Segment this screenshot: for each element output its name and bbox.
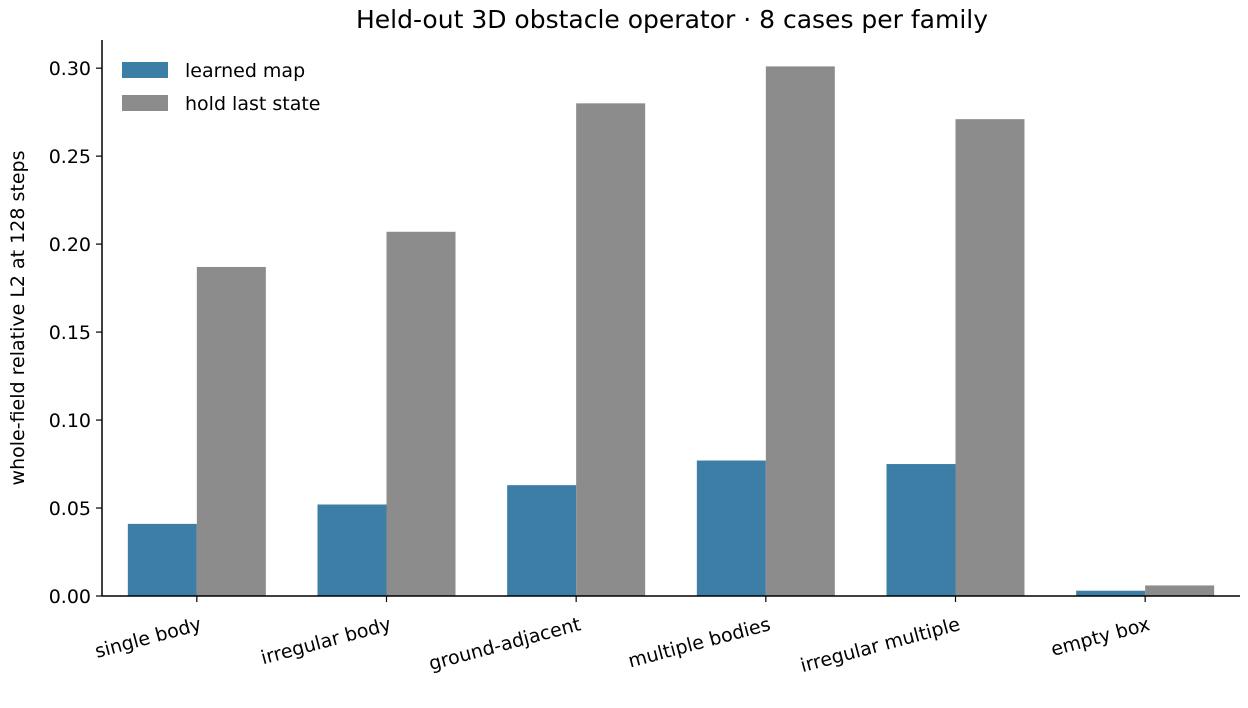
y-tick-label: 0.00 [49,586,91,608]
bar-hold-last-state-2 [386,231,456,597]
y-tick-label: 0.05 [49,498,91,520]
x-tick-label: empty box [1049,613,1153,660]
chart-title: Held-out 3D obstacle operator · 8 cases … [356,5,988,34]
x-tick-label: single body [93,613,204,663]
y-tick-label: 0.25 [49,146,91,168]
legend-label-hold-last-state: hold last state [185,93,321,115]
y-axis-label: whole-field relative L2 at 128 steps [7,151,29,486]
bar-hold-last-state-3 [576,103,646,597]
bar-hold-last-state-5 [955,119,1025,596]
bar-hold-last-state-1 [196,266,266,596]
bar-hold-last-state-6 [1145,585,1215,596]
bar-learned-map-5 [886,464,956,596]
x-tick-label: ground-adjacent [426,613,583,675]
y-tick-label: 0.10 [49,410,91,432]
legend-swatch-hold-last-state [122,95,168,111]
bar-hold-last-state-4 [765,66,835,597]
x-tick-label: multiple bodies [626,613,773,672]
y-tick-label: 0.15 [49,322,91,344]
y-tick-label: 0.30 [49,58,91,80]
x-tick-label: irregular body [259,613,394,669]
bar-learned-map-6 [1076,590,1146,596]
y-tick-label: 0.20 [49,234,91,256]
bar-learned-map-1 [127,523,197,596]
bar-learned-map-3 [507,485,577,596]
bar-learned-map-4 [696,460,766,596]
x-tick-label: irregular multiple [798,613,962,677]
plot-area: single body irregular body ground-adjacent… [49,40,1240,677]
legend: learned map hold last state [122,60,321,115]
legend-swatch-learned-map [122,62,168,78]
bar-learned-map-2 [317,504,387,596]
legend-label-learned-map: learned map [185,60,305,82]
